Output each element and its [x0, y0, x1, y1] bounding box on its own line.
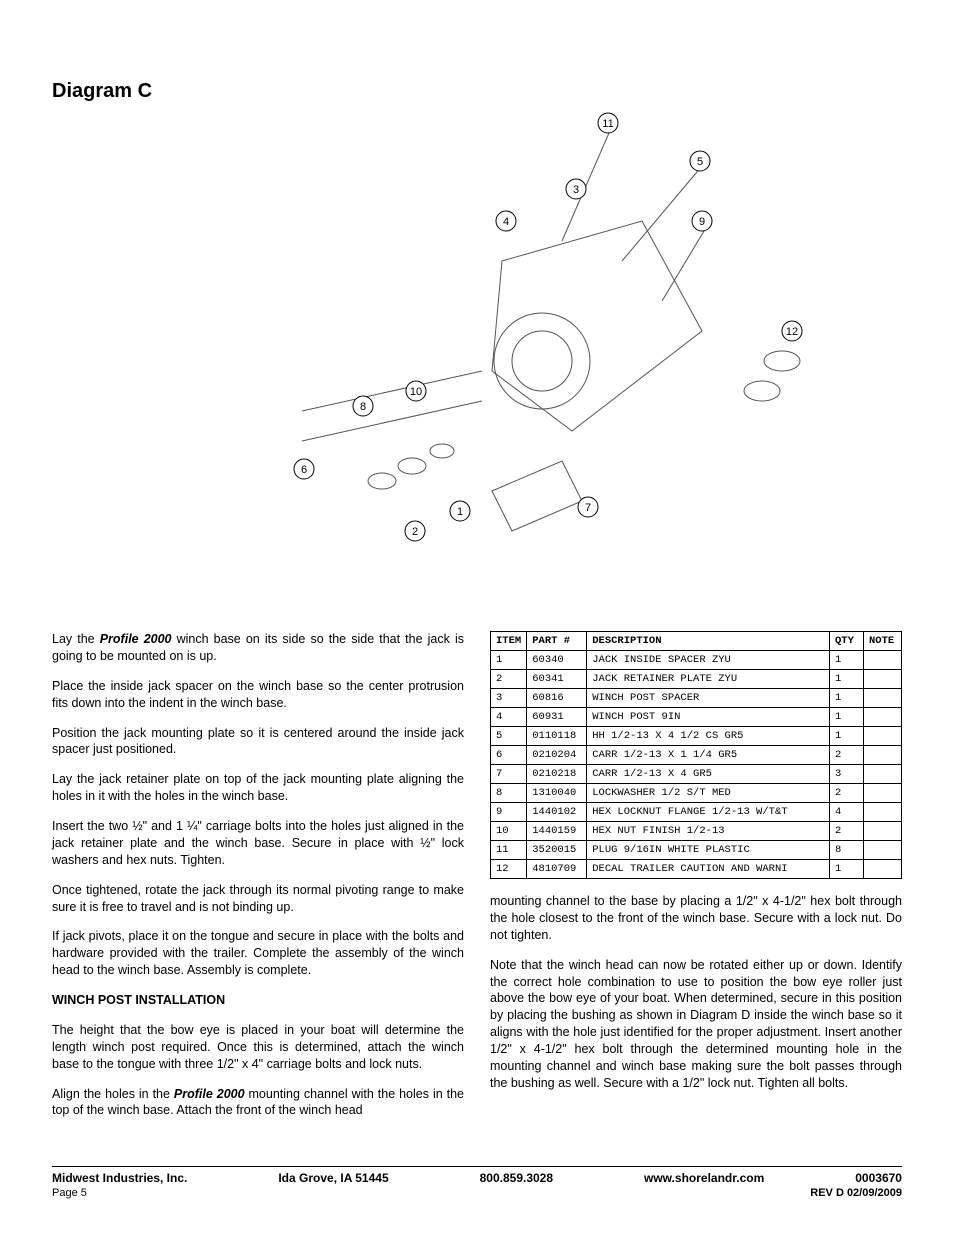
two-column-body: Lay the Profile 2000 winch base on its s… [52, 631, 902, 1132]
table-row: 50110118HH 1/2-13 X 4 1/2 CS GR51 [491, 727, 902, 746]
table-row: 460931WINCH POST 9IN1 [491, 708, 902, 727]
parts-list-table: ITEMPART #DESCRIPTIONQTYNOTE160340JACK I… [490, 631, 902, 879]
footer-company: Midwest Industries, Inc. [52, 1171, 187, 1185]
parts-header-cell: PART # [527, 632, 587, 651]
parts-header-cell: QTY [830, 632, 864, 651]
svg-text:6: 6 [301, 464, 307, 476]
svg-text:9: 9 [699, 216, 705, 228]
table-row: 124810709DECAL TRAILER CAUTION AND WARNI… [491, 860, 902, 879]
table-row: 81310040LOCKWASHER 1/2 S/T MED2 [491, 784, 902, 803]
body-paragraph: Lay the Profile 2000 winch base on its s… [52, 631, 464, 665]
svg-text:3: 3 [573, 184, 579, 196]
page-footer: Midwest Industries, Inc. Ida Grove, IA 5… [52, 1166, 902, 1199]
body-paragraph: Lay the jack retainer plate on top of th… [52, 771, 464, 805]
exploded-view-svg: 115349121086127 [242, 111, 822, 561]
svg-text:12: 12 [786, 326, 798, 338]
svg-text:8: 8 [360, 401, 366, 413]
body-paragraph: If jack pivots, place it on the tongue a… [52, 928, 464, 979]
parts-header-cell: NOTE [864, 632, 902, 651]
body-paragraph: Position the jack mounting plate so it i… [52, 725, 464, 759]
body-paragraph: The height that the bow eye is placed in… [52, 1022, 464, 1073]
table-row: 91440102HEX LOCKNUT FLANGE 1/2-13 W/T&T4 [491, 803, 902, 822]
table-row: 101440159HEX NUT FINISH 1/2-132 [491, 822, 902, 841]
body-paragraph: Align the holes in the Profile 2000 moun… [52, 1086, 464, 1120]
parts-header-cell: DESCRIPTION [587, 632, 830, 651]
svg-text:10: 10 [410, 386, 422, 398]
svg-text:1: 1 [457, 506, 463, 518]
table-row: 260341JACK RETAINER PLATE ZYU1 [491, 670, 902, 689]
svg-text:4: 4 [503, 216, 509, 228]
table-row: 160340JACK INSIDE SPACER ZYU1 [491, 651, 902, 670]
footer-rev: REV D 02/09/2009 [810, 1187, 902, 1199]
diagram-c-figure: 115349121086127 [52, 111, 902, 571]
body-paragraph: Insert the two ½" and 1 ¼" carriage bolt… [52, 818, 464, 869]
table-row: 360816WINCH POST SPACER1 [491, 689, 902, 708]
body-paragraph: Once tightened, rotate the jack through … [52, 882, 464, 916]
left-column: Lay the Profile 2000 winch base on its s… [52, 631, 464, 1132]
footer-phone: 800.859.3028 [480, 1171, 553, 1185]
table-row: 113520015PLUG 9/16IN WHITE PLASTIC8 [491, 841, 902, 860]
parts-header-cell: ITEM [491, 632, 527, 651]
footer-docnum: 0003670 [855, 1171, 902, 1185]
diagram-title: Diagram C [52, 80, 902, 103]
table-row: 60210204CARR 1/2-13 X 1 1/4 GR52 [491, 746, 902, 765]
svg-text:5: 5 [697, 156, 703, 168]
footer-url: www.shorelandr.com [644, 1171, 764, 1185]
section-heading: WINCH POST INSTALLATION [52, 992, 464, 1009]
svg-text:7: 7 [585, 502, 591, 514]
svg-text:2: 2 [412, 526, 418, 538]
footer-page: Page 5 [52, 1187, 87, 1199]
body-paragraph: mounting channel to the base by placing … [490, 893, 902, 944]
body-paragraph: Place the inside jack spacer on the winc… [52, 678, 464, 712]
svg-text:11: 11 [602, 118, 613, 130]
table-row: 70210218CARR 1/2-13 X 4 GR53 [491, 765, 902, 784]
body-paragraph: Note that the winch head can now be rota… [490, 957, 902, 1092]
footer-city: Ida Grove, IA 51445 [278, 1171, 388, 1185]
right-column: ITEMPART #DESCRIPTIONQTYNOTE160340JACK I… [490, 631, 902, 1132]
